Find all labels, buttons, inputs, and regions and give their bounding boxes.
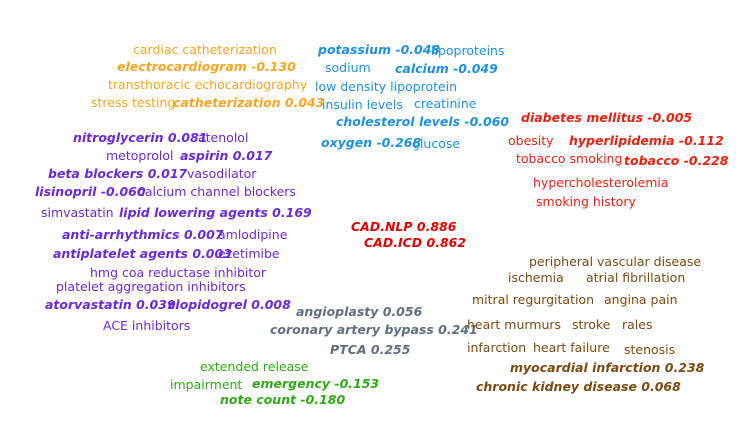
word-catheterization: catheterization 0.043 (173, 95, 325, 110)
word-note-count: note count -0.180 (220, 392, 346, 407)
word-angioplasty: angioplasty 0.056 (296, 304, 423, 319)
word-infarction: infarction (467, 340, 527, 355)
word-simvastatin: simvastatin (41, 205, 114, 220)
word-anti-arrhythmics: anti-arrhythmics 0.007 (62, 227, 224, 242)
word-calcium-channel-blockers: calcium channel blockers (138, 184, 296, 199)
word-obesity: obesity (508, 133, 554, 148)
word-amlodipine: amlodipine (218, 227, 288, 242)
word-platelet-aggregation-inhibitors: platelet aggregation inhibitors (56, 279, 246, 294)
word-heart-failure: heart failure (533, 340, 610, 355)
word-vasodilator: vasodilator (187, 166, 257, 181)
word-aspirin: aspirin 0.017 (180, 148, 273, 163)
word-lisinopril: lisinopril -0.060 (35, 184, 146, 199)
word-heart-murmurs: heart murmurs (467, 317, 562, 332)
word-tobacco: tobacco -0.228 (624, 153, 729, 168)
word-ptca: PTCA 0.255 (330, 342, 411, 357)
word-hyperlipidemia: hyperlipidemia -0.112 (569, 133, 724, 148)
word-rales: rales (622, 317, 653, 332)
word-cad-icd: CAD.ICD 0.862 (364, 235, 467, 250)
word-chronic-kidney-disease: chronic kidney disease 0.068 (476, 379, 681, 394)
word-stenosis: stenosis (624, 342, 676, 357)
word-atrial-fibrillation: atrial fibrillation (586, 270, 686, 285)
word-extended-release: extended release (200, 359, 309, 374)
word-emergency: emergency -0.153 (252, 376, 380, 391)
word-lipoproteins: lipoproteins (431, 43, 505, 58)
word-low-density-lipoprotein: low density lipoprotein (315, 79, 458, 94)
word-ischemia: ischemia (508, 270, 564, 285)
word-stress-testing: stress testing (91, 95, 176, 110)
word-hmg-coa-reductase-inhibitor: hmg coa reductase inhibitor (90, 265, 267, 280)
word-beta-blockers: beta blockers 0.017 (48, 166, 188, 181)
word-sodium: sodium (325, 60, 371, 75)
word-tobacco-smoking: tobacco smoking (516, 151, 623, 166)
word-angina-pain: angina pain (604, 292, 678, 307)
word-cardiac-catheterization: cardiac catheterization (133, 42, 277, 57)
word-hypercholesterolemia: hypercholesterolemia (533, 175, 669, 190)
word-glucose: glucose (412, 136, 461, 151)
word-smoking-history: smoking history (536, 194, 636, 209)
word-insulin-levels: insulin levels (322, 97, 403, 112)
word-calcium: calcium -0.049 (395, 61, 498, 76)
word-impairment: impairment (170, 377, 243, 392)
word-mitral-regurgitation: mitral regurgitation (472, 292, 595, 307)
word-lipid-lowering-agents: lipid lowering agents 0.169 (119, 205, 312, 220)
word-myocardial-infarction: myocardial infarction 0.238 (510, 360, 705, 375)
word-ezetimibe: ezetimibe (218, 246, 280, 261)
word-cholesterol-levels: cholesterol levels -0.060 (336, 114, 510, 129)
word-electrocardiogram: electrocardiogram -0.130 (117, 59, 296, 74)
word-coronary-artery-bypass: coronary artery bypass 0.241 (270, 322, 478, 337)
word-nitroglycerin: nitroglycerin 0.081 (73, 130, 208, 145)
word-peripheral-vascular-disease: peripheral vascular disease (529, 254, 702, 269)
word-cad-nlp: CAD.NLP 0.886 (351, 219, 457, 234)
word-atorvastatin: atorvastatin 0.039 (45, 297, 176, 312)
word-creatinine: creatinine (414, 96, 477, 111)
word-clopidogrel: clopidogrel 0.008 (168, 297, 291, 312)
word-oxygen: oxygen -0.268 (321, 135, 422, 150)
word-metoprolol: metoprolol (106, 148, 174, 163)
word-diabetes-mellitus: diabetes mellitus -0.005 (521, 110, 693, 125)
word-atenolol: atenolol (198, 130, 249, 145)
word-stroke: stroke (572, 317, 611, 332)
word-ace-inhibitors: ACE inhibitors (103, 318, 191, 333)
word-potassium: potassium -0.048 (318, 42, 441, 57)
word-antiplatelet-agents: antiplatelet agents 0.003 (53, 246, 232, 261)
word-transthoracic-echocardiography: transthoracic echocardiography (108, 77, 308, 92)
